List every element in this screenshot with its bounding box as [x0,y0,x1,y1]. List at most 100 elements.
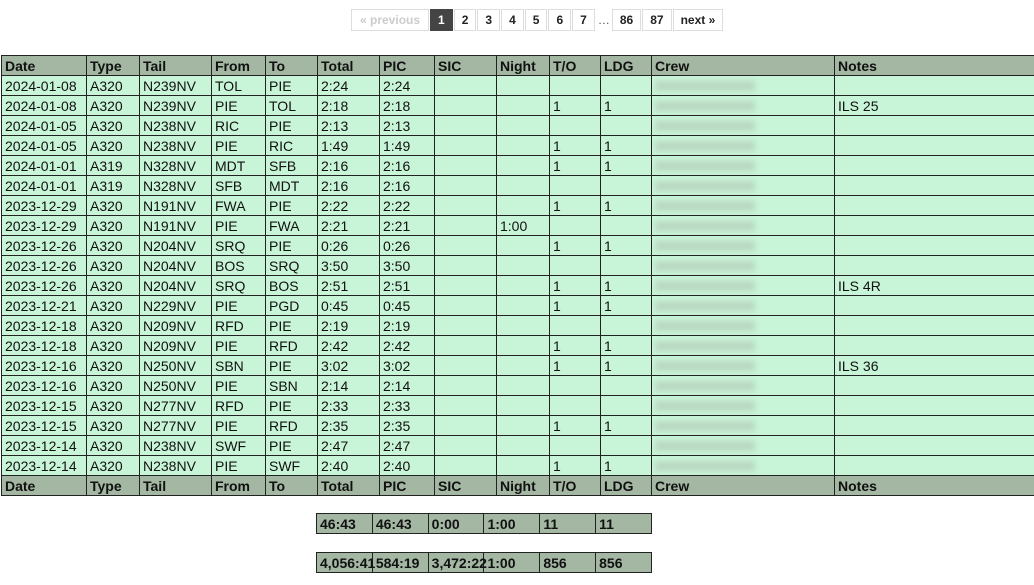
cell-sic [434,275,497,296]
grand-totals-table: 4,056:41 584:19 3,472:22 1:00 856 856 [316,552,652,573]
table-row: 2024-01-01 A319 N328NV SFB MDT 2:16 2:16 [1,175,1034,196]
cell-type: A320 [86,195,140,216]
cell-to: TOL [265,95,318,116]
cell-from: BOS [211,255,266,276]
redacted-crew-name [655,361,755,371]
cell-tail: N277NV [139,415,212,436]
pagination-ellipsis: … [597,13,610,27]
cell-pic: 2:33 [379,395,435,416]
cell-sic [434,295,497,316]
next-page-button[interactable]: next » [672,9,724,31]
cell-total: 3:50 [317,255,380,276]
table-row: 2023-12-14 A320 N238NV SWF PIE 2:47 2:47 [1,435,1034,456]
cell-type: A320 [86,415,140,436]
cell-total: 2:33 [317,395,380,416]
page-link[interactable]: 6 [548,9,572,31]
cell-tail: N250NV [139,375,212,396]
cell-crew [651,455,835,476]
cell-to [549,115,601,136]
cell-to [549,435,601,456]
column-header: Date [1,55,87,76]
cell-ldg [600,215,652,236]
column-header: Crew [651,55,835,76]
cell-to [549,255,601,276]
cell-date: 2023-12-29 [1,215,87,236]
cell-night [496,235,550,256]
cell-notes [834,75,1034,96]
cell-night [496,175,550,196]
table-row: 2023-12-14 A320 N238NV PIE SWF 2:40 2:40 1 1 [1,455,1034,476]
cell-from: PIE [211,135,266,156]
cell-sic [434,415,497,436]
redacted-crew-name [655,381,755,391]
cell-type: A320 [86,115,140,136]
cell-night [496,395,550,416]
total-cell: 4,056:41 [316,552,375,573]
cell-crew [651,355,835,376]
page-link[interactable]: 1 [430,9,453,31]
page-link[interactable]: 4 [501,9,524,31]
cell-date: 2024-01-08 [1,75,87,96]
page-link[interactable]: 7 [572,9,595,31]
table-row: 2023-12-15 A320 N277NV RFD PIE 2:33 2:33 [1,395,1034,416]
cell-to: 1 [549,455,601,476]
cell-sic [434,455,497,476]
cell-crew [651,175,835,196]
cell-to [549,175,601,196]
cell-sic [434,235,497,256]
cell-total: 2:16 [317,155,380,176]
cell-to: 1 [549,155,601,176]
cell-total: 2:19 [317,315,380,336]
cell-crew [651,415,835,436]
cell-from: PIE [211,375,266,396]
cell-ldg [600,395,652,416]
cell-date: 2023-12-14 [1,455,87,476]
page-link[interactable]: 5 [524,9,548,31]
cell-tail: N277NV [139,395,212,416]
page-link[interactable]: 87 [642,9,672,31]
cell-to: PIE [265,355,318,376]
cell-from: SRQ [211,235,266,256]
page-link[interactable]: 3 [477,9,501,31]
cell-total: 2:24 [317,75,380,96]
last-page-links: 86 87 [611,9,673,31]
cell-type: A320 [86,235,140,256]
cell-total: 0:45 [317,295,380,316]
cell-from: PIE [211,335,266,356]
cell-total: 2:14 [317,375,380,396]
cell-ldg: 1 [600,95,652,116]
cell-total: 1:49 [317,135,380,156]
page-link[interactable]: 2 [453,9,477,31]
total-cell: 1:00 [483,513,541,534]
cell-ldg: 1 [600,415,652,436]
redacted-crew-name [655,221,755,231]
cell-total: 2:18 [317,95,380,116]
cell-total: 0:26 [317,235,380,256]
cell-type: A320 [86,335,140,356]
cell-from: PIE [211,95,266,116]
cell-crew [651,375,835,396]
cell-date: 2023-12-18 [1,335,87,356]
cell-sic [434,435,497,456]
cell-pic: 2:21 [379,215,435,236]
cell-night [496,415,550,436]
column-header: Total [317,475,380,496]
table-row: 2023-12-26 A320 N204NV SRQ BOS 2:51 2:51 1 1 ILS … [1,275,1034,296]
cell-to: SWF [265,455,318,476]
cell-date: 2023-12-29 [1,195,87,216]
cell-date: 2023-12-21 [1,295,87,316]
table-row: 2024-01-08 A320 N239NV PIE TOL 2:18 2:18 1 1 ILS … [1,95,1034,116]
cell-tail: N238NV [139,135,212,156]
cell-pic: 2:24 [379,75,435,96]
cell-to: 1 [549,235,601,256]
cell-to: RIC [265,135,318,156]
page-link[interactable]: 86 [611,9,642,31]
cell-to: 1 [549,295,601,316]
cell-night [496,95,550,116]
redacted-crew-name [655,441,755,451]
cell-notes [834,215,1034,236]
cell-pic: 0:45 [379,295,435,316]
column-header: SIC [434,475,497,496]
cell-notes [834,295,1034,316]
cell-from: PIE [211,295,266,316]
